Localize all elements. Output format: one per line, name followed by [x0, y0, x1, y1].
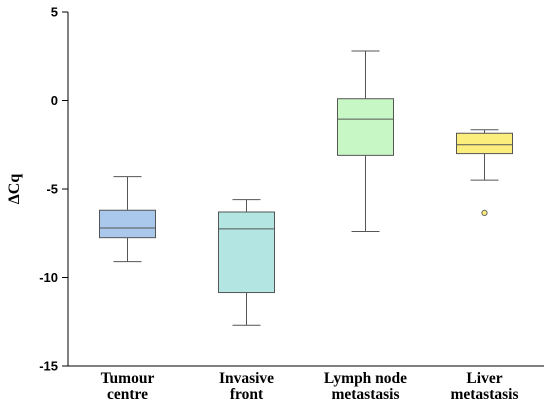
x-category-label: Lymph node: [324, 370, 407, 387]
box-plot-series: [99, 50, 513, 326]
y-tick-label: -10: [39, 270, 58, 285]
y-tick-label: -5: [46, 182, 58, 197]
box-3: [337, 50, 394, 232]
x-category-label: front: [230, 386, 264, 403]
iqr-box: [99, 209, 156, 239]
y-tick-label: 5: [51, 5, 58, 20]
iqr-box: [218, 211, 275, 294]
x-category-label: centre: [107, 386, 148, 403]
axes: 5 0 -5 -10 -15: [39, 5, 544, 374]
x-category-label: metastasis: [331, 386, 399, 403]
x-category-label: Invasive: [219, 370, 274, 387]
iqr-box: [456, 132, 513, 155]
outlier-point: [481, 209, 488, 216]
box-4: [456, 129, 513, 216]
box-2: [218, 199, 275, 326]
x-category-label: metastasis: [450, 386, 518, 403]
y-tick-label: -15: [39, 359, 58, 374]
y-tick-label: 0: [51, 93, 58, 108]
box-1: [99, 176, 156, 263]
x-category-label: Liver: [466, 370, 502, 387]
x-category-label: Tumour: [101, 370, 155, 387]
y-axis-title: ΔCq: [6, 174, 23, 205]
iqr-box: [337, 98, 394, 156]
